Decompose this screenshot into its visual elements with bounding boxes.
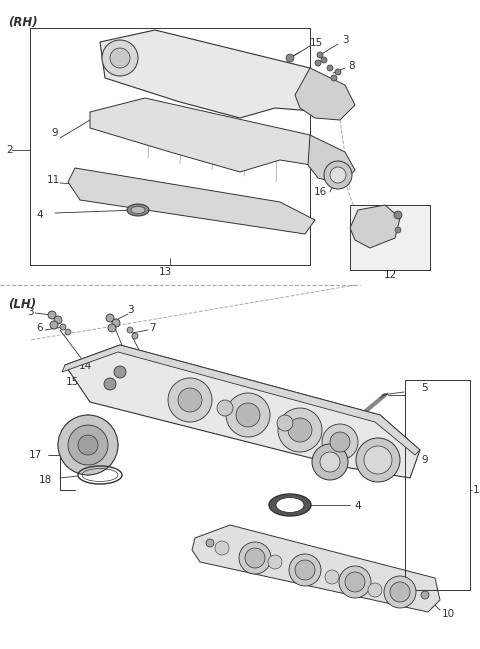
Circle shape [245,548,265,568]
Circle shape [112,319,120,327]
Circle shape [394,211,402,219]
Circle shape [104,378,116,390]
Circle shape [327,65,333,71]
Text: 15: 15 [310,38,323,48]
Text: 10: 10 [442,609,455,619]
Circle shape [106,314,114,322]
Text: 1: 1 [473,485,480,495]
Circle shape [239,542,271,574]
Circle shape [384,576,416,608]
Polygon shape [308,135,355,184]
Ellipse shape [127,204,149,216]
Text: 7: 7 [149,323,156,333]
Circle shape [78,435,98,455]
Text: 3: 3 [342,35,348,45]
Text: 15: 15 [65,377,79,387]
Text: 14: 14 [78,361,92,371]
Text: 4: 4 [36,210,43,220]
Circle shape [132,333,138,339]
Circle shape [277,415,293,431]
Circle shape [65,329,71,335]
Text: 9: 9 [52,128,58,138]
Text: 16: 16 [365,465,379,475]
Text: 4: 4 [355,501,361,511]
Circle shape [324,161,352,189]
Circle shape [390,582,410,602]
Polygon shape [62,345,420,455]
Ellipse shape [276,498,304,513]
Circle shape [288,418,312,442]
Circle shape [268,555,282,569]
Text: 3: 3 [127,305,133,315]
Circle shape [345,572,365,592]
Circle shape [54,316,62,324]
Circle shape [315,60,321,66]
Circle shape [102,40,138,76]
Circle shape [330,432,350,452]
Polygon shape [90,98,340,172]
Text: 3: 3 [27,307,33,317]
Text: 13: 13 [158,267,172,277]
Circle shape [368,583,382,597]
Text: 16: 16 [313,187,326,197]
Circle shape [68,425,108,465]
Circle shape [226,393,270,437]
Circle shape [421,591,429,599]
Circle shape [339,566,371,598]
Text: 12: 12 [384,270,396,280]
Circle shape [108,324,116,332]
Circle shape [58,415,118,475]
Text: 5: 5 [422,383,428,393]
Circle shape [320,452,340,472]
Text: 6: 6 [36,323,43,333]
Circle shape [110,48,130,68]
Circle shape [278,408,322,452]
Polygon shape [100,30,340,118]
Circle shape [217,400,233,416]
Circle shape [206,539,214,547]
Polygon shape [65,345,420,478]
Ellipse shape [269,494,311,516]
Circle shape [322,424,358,460]
Text: 18: 18 [38,475,52,485]
Circle shape [321,57,327,63]
Text: 8: 8 [348,61,355,71]
Circle shape [395,227,401,233]
Circle shape [114,366,126,378]
Polygon shape [192,525,440,612]
Polygon shape [68,168,315,234]
Circle shape [312,444,348,480]
Circle shape [289,554,321,586]
Bar [405,380,470,590]
Text: 17: 17 [28,450,42,460]
Circle shape [335,69,341,75]
Circle shape [364,446,392,474]
Polygon shape [295,68,355,120]
Text: (LH): (LH) [8,298,36,311]
Ellipse shape [131,206,145,214]
Circle shape [168,378,212,422]
Circle shape [286,54,294,62]
Text: 2: 2 [7,145,13,155]
Circle shape [127,327,133,333]
Polygon shape [350,205,400,248]
Bar [350,205,430,270]
Circle shape [325,570,339,584]
Text: 11: 11 [47,175,60,185]
Text: 9: 9 [422,455,428,465]
Circle shape [178,388,202,412]
Circle shape [330,167,346,183]
Circle shape [50,321,58,329]
Text: (RH): (RH) [8,16,37,29]
Circle shape [356,438,400,482]
Circle shape [331,75,337,81]
Circle shape [48,311,56,319]
Circle shape [236,403,260,427]
Circle shape [295,560,315,580]
Bar [30,28,310,265]
Circle shape [215,541,229,555]
Circle shape [317,52,323,58]
Circle shape [60,324,66,330]
